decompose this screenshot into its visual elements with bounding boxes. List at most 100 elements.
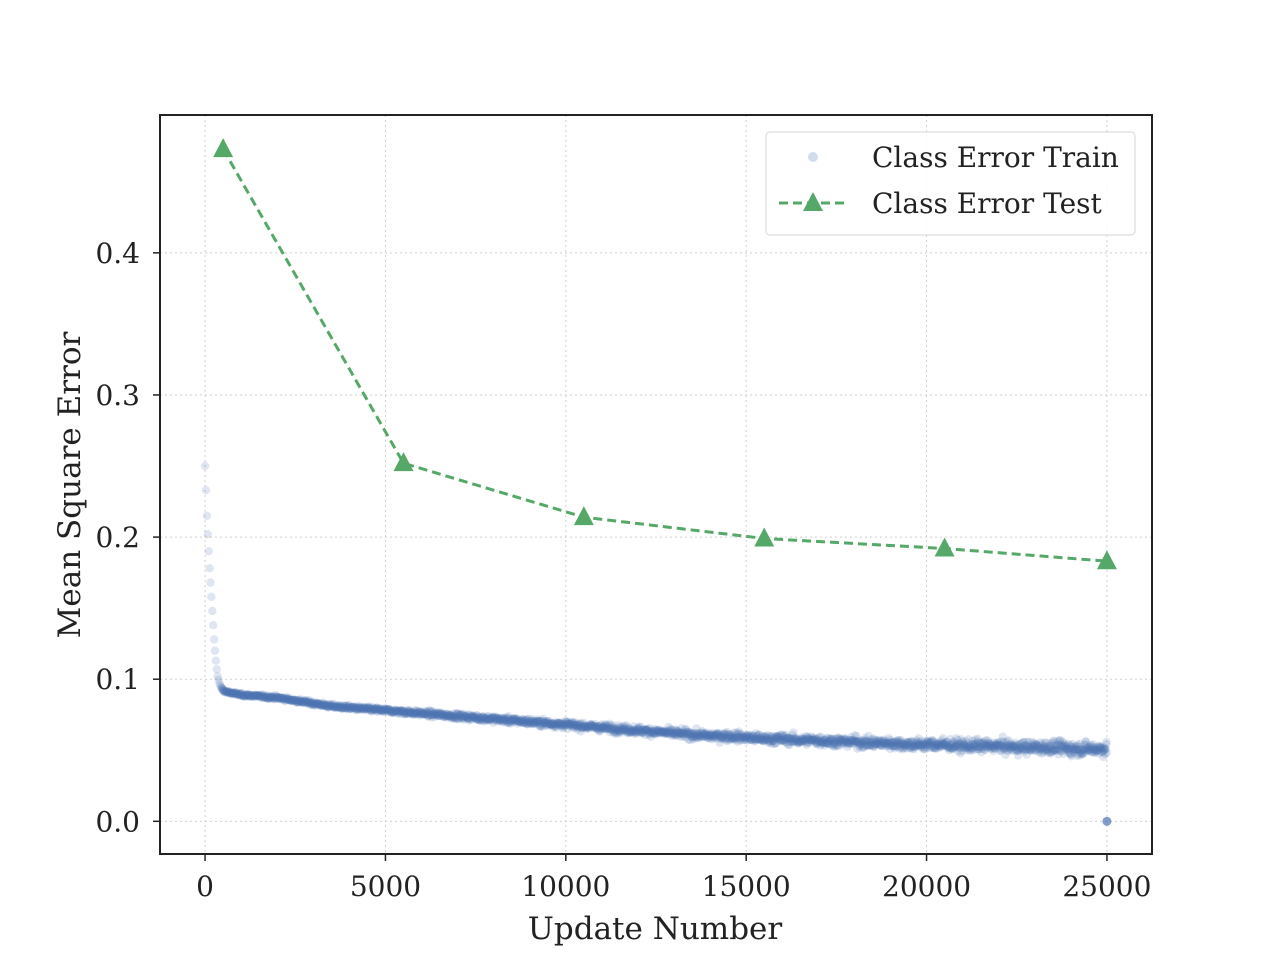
train-point — [444, 711, 453, 721]
train-point — [881, 739, 890, 749]
train-point — [1042, 745, 1051, 754]
train-point — [687, 730, 696, 740]
train-point — [956, 749, 965, 758]
train-point — [888, 738, 898, 747]
train-point — [305, 697, 314, 706]
test-point — [754, 527, 775, 547]
train-point — [883, 739, 892, 748]
train-point — [902, 744, 911, 753]
train-point — [871, 739, 880, 748]
train-point — [832, 740, 841, 749]
train-point — [960, 740, 970, 749]
train-point — [283, 694, 293, 704]
train-point — [641, 725, 650, 734]
train-point — [430, 712, 440, 721]
train-point — [814, 736, 823, 745]
train-point — [243, 689, 253, 699]
train-point — [347, 704, 357, 714]
train-point — [311, 699, 320, 708]
train-point — [265, 693, 275, 702]
train-point — [229, 688, 239, 697]
train-point — [809, 736, 818, 745]
train-point — [502, 718, 511, 727]
train-point — [1021, 741, 1031, 750]
train-point — [691, 729, 700, 738]
train-point — [1030, 741, 1040, 750]
train-point — [796, 737, 806, 746]
train-point — [577, 722, 587, 732]
train-point — [676, 729, 685, 738]
train-point — [384, 705, 393, 714]
train-point — [393, 709, 403, 718]
train-point — [731, 735, 740, 745]
train-point — [547, 720, 556, 729]
train-point — [1014, 746, 1023, 756]
train-point — [868, 738, 877, 747]
train-point — [785, 740, 794, 750]
train-point — [494, 714, 503, 724]
train-point — [690, 729, 699, 738]
train-point — [455, 710, 465, 720]
train-point — [360, 705, 370, 714]
train-point — [735, 732, 744, 741]
train-point — [1084, 746, 1093, 755]
train-point — [511, 714, 520, 724]
train-point — [369, 704, 379, 713]
train-point — [585, 722, 594, 731]
train-point — [930, 744, 939, 753]
train-point — [556, 721, 565, 730]
train-point — [397, 709, 406, 719]
train-point — [1012, 746, 1021, 756]
train-point — [1075, 745, 1084, 754]
train-point — [586, 719, 595, 729]
train-point — [866, 740, 876, 749]
train-point — [339, 701, 348, 711]
train-point — [918, 741, 927, 750]
train-point — [956, 740, 965, 749]
train-point — [461, 712, 470, 721]
train-point — [468, 711, 477, 720]
train-point — [958, 737, 967, 746]
train-point — [699, 731, 709, 741]
train-point — [769, 734, 778, 744]
train-point — [968, 744, 977, 753]
train-point — [891, 737, 900, 746]
y-axis: 0.00.10.20.30.4 — [95, 237, 160, 838]
train-point — [666, 728, 675, 737]
train-point — [698, 732, 708, 741]
train-point — [1007, 743, 1016, 752]
train-point — [674, 728, 684, 738]
train-point — [1074, 748, 1084, 758]
train-point — [903, 739, 912, 748]
train-point — [545, 718, 555, 728]
train-point — [819, 738, 829, 747]
train-point — [547, 719, 556, 728]
train-point — [311, 699, 320, 708]
y-tick-label: 0.2 — [95, 521, 140, 554]
train-point — [234, 690, 243, 699]
train-point — [405, 709, 414, 718]
train-point — [773, 733, 782, 742]
train-point — [372, 703, 381, 713]
train-point — [671, 725, 680, 734]
train-point — [605, 719, 614, 728]
train-point — [1028, 741, 1037, 750]
train-point — [791, 735, 801, 744]
train-point — [359, 704, 368, 713]
train-point — [986, 744, 995, 753]
train-point — [426, 707, 436, 717]
train-point — [571, 722, 580, 731]
train-point — [790, 737, 800, 747]
train-point — [221, 688, 230, 697]
train-point — [599, 722, 609, 731]
train-point — [337, 704, 346, 713]
train-point — [465, 714, 474, 723]
train-point — [556, 720, 566, 730]
train-point — [336, 703, 346, 713]
train-point — [858, 737, 867, 746]
train-point — [1040, 741, 1049, 751]
train-point — [524, 718, 533, 727]
train-point — [550, 721, 559, 731]
train-point — [728, 735, 737, 744]
train-point — [356, 704, 365, 713]
